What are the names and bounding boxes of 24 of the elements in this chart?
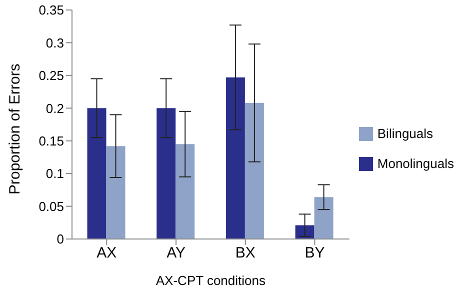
y-tick-label: 0.05 (38, 198, 64, 214)
y-tick-label: 0.25 (38, 68, 64, 84)
bar (244, 102, 264, 239)
x-axis-title: AX-CPT conditions (156, 273, 266, 288)
y-tick-label: 0.35 (38, 2, 64, 18)
x-tick-label: BX (235, 244, 256, 262)
x-tick-label: AY (166, 244, 186, 262)
bar (106, 146, 126, 239)
y-tick-label: 0.1 (46, 166, 64, 182)
bar (87, 108, 106, 239)
bar (226, 77, 245, 239)
legend-label: Monolinguals (377, 156, 454, 170)
y-tick-label: 0 (56, 232, 64, 247)
y-tick-label: 0.2 (46, 100, 64, 116)
legend-label: Bilinguals (377, 126, 434, 140)
bar (295, 225, 314, 239)
y-tick-label: 0.15 (38, 133, 64, 148)
bar (176, 144, 195, 239)
x-tick-label: AX (96, 244, 117, 262)
x-tick-label: BY (304, 244, 325, 262)
y-axis-title: Proportion of Errors (6, 64, 24, 194)
y-tick-label: 0.3 (46, 35, 64, 50)
bar (156, 108, 176, 239)
bar (314, 197, 334, 239)
